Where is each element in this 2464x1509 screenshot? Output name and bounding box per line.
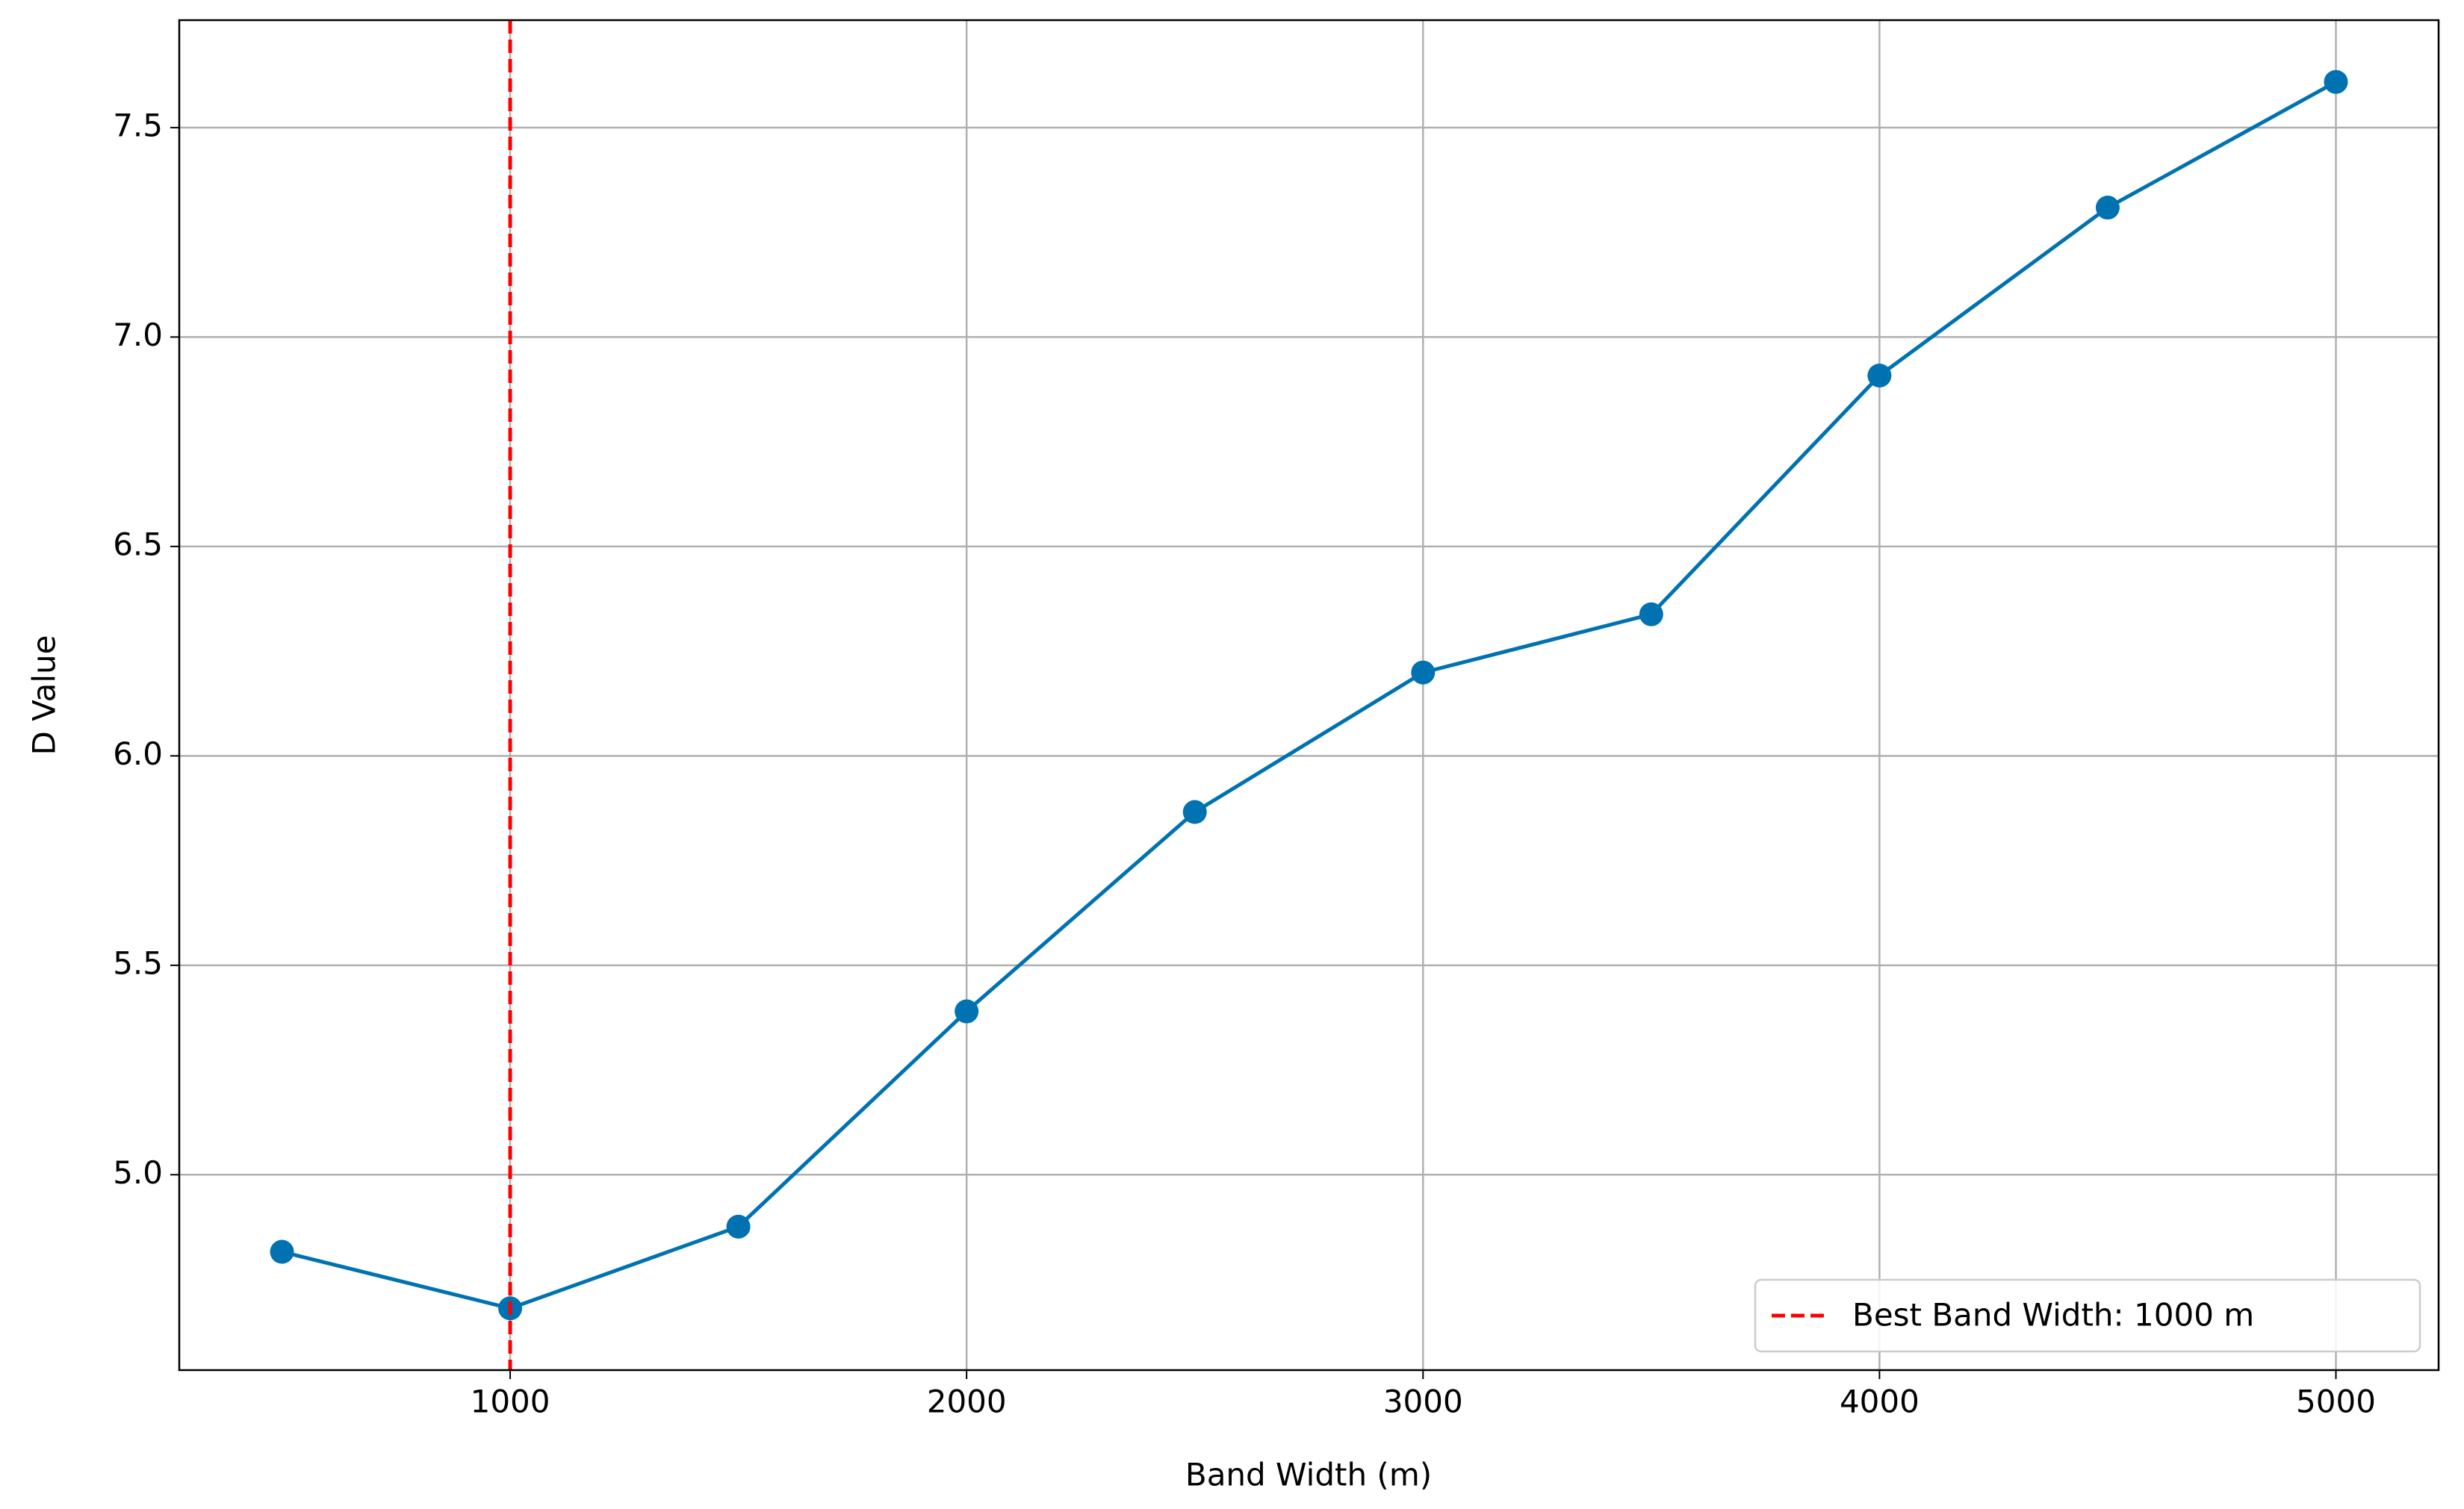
x-tick-label: 4000 — [1840, 1384, 1920, 1420]
x-tick-label: 5000 — [2296, 1384, 2376, 1420]
plot-frame — [178, 19, 2440, 1372]
y-axis-label: D Value — [26, 635, 63, 755]
y-tick-label: 7.0 — [113, 317, 163, 353]
x-tick-label: 1000 — [471, 1384, 550, 1420]
y-tick-label: 6.0 — [113, 735, 163, 772]
line — [281, 80, 2337, 1310]
y-tick-label: 6.5 — [113, 526, 163, 562]
point — [2324, 69, 2348, 94]
y-tick-label: 5.5 — [113, 945, 163, 981]
x-axis-label: Band Width (m) — [1185, 1457, 1432, 1493]
point — [726, 1214, 751, 1239]
x-tick-label: 2000 — [927, 1384, 1007, 1420]
y-tick-label: 7.5 — [113, 107, 163, 143]
legend: Best Band Width: 1000 m — [1754, 1278, 2421, 1353]
point — [1867, 363, 1892, 388]
y-tick-label: 5.0 — [113, 1154, 163, 1191]
point — [1182, 800, 1207, 824]
x-tick-label: 3000 — [1383, 1384, 1463, 1420]
point — [955, 999, 979, 1024]
point — [1639, 602, 1663, 626]
point — [2095, 196, 2120, 220]
point — [1411, 660, 1436, 685]
legend-box — [1754, 1278, 2421, 1353]
legend-label: Best Band Width: 1000 m — [1852, 1297, 2254, 1334]
point — [270, 1239, 294, 1264]
